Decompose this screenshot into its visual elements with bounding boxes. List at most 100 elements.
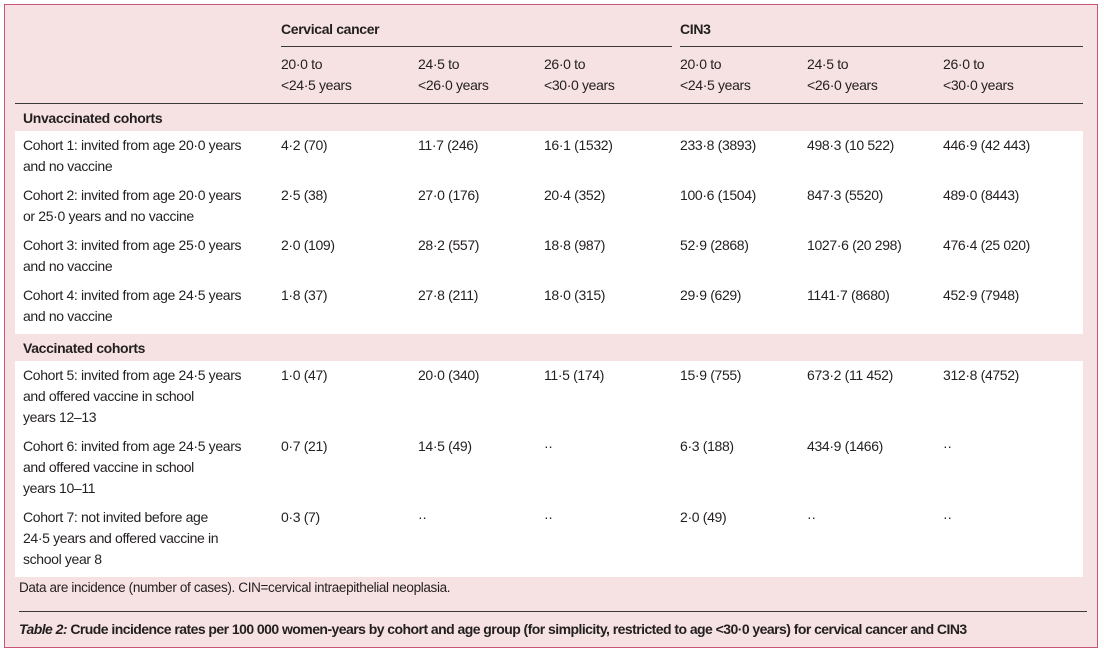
label-line: school year 8 bbox=[23, 551, 102, 567]
header-line: 24·5 to bbox=[418, 56, 460, 72]
table-cell: 20·4 (352) bbox=[544, 181, 673, 231]
table-cell: 28·2 (557) bbox=[418, 231, 544, 281]
age-column-header: 20·0 to <24·5 years bbox=[281, 46, 418, 104]
caption-label: Table 2: bbox=[19, 621, 68, 637]
label-line: and no vaccine bbox=[23, 158, 113, 174]
age-column-header: 26·0 to <30·0 years bbox=[943, 46, 1084, 104]
table-cell: 498·3 (10 522) bbox=[807, 131, 944, 181]
cohort-label: Cohort 3: invited from age 25·0 years and… bbox=[15, 231, 281, 281]
table-cell: 673·2 (11 452) bbox=[807, 361, 944, 432]
table-cell: 446·9 (42 443) bbox=[943, 131, 1084, 181]
table-cell: 18·8 (987) bbox=[544, 231, 673, 281]
table-cell: ·· bbox=[943, 432, 1084, 503]
header-line: 26·0 to bbox=[544, 56, 586, 72]
table-cell: 15·9 (755) bbox=[680, 361, 808, 432]
label-line: Cohort 1: invited from age 20·0 years bbox=[23, 137, 242, 153]
cohort-label: Cohort 2: invited from age 20·0 years or … bbox=[15, 181, 281, 231]
label-line: years 10–11 bbox=[23, 480, 96, 496]
header-line: 24·5 to bbox=[807, 56, 849, 72]
table-cell: 452·9 (7948) bbox=[943, 281, 1084, 334]
table-cell: 476·4 (25 020) bbox=[943, 231, 1084, 281]
table-cell: 14·5 (49) bbox=[418, 432, 544, 503]
caption-text: Crude incidence rates per 100 000 women-… bbox=[66, 621, 967, 637]
table-cell: 4·2 (70) bbox=[281, 131, 418, 181]
label-line: Cohort 2: invited from age 20·0 years bbox=[23, 187, 242, 203]
table-cell: 6·3 (188) bbox=[680, 432, 808, 503]
label-line: and no vaccine bbox=[23, 308, 113, 324]
header-line: 26·0 to bbox=[943, 56, 985, 72]
table-row: Cohort 5: invited from age 24·5 years and… bbox=[15, 361, 1084, 432]
cohort-label: Cohort 6: invited from age 24·5 years and… bbox=[15, 432, 281, 503]
table-row: Cohort 3: invited from age 25·0 years and… bbox=[15, 231, 1084, 281]
header-line: <26·0 years bbox=[807, 77, 878, 93]
label-line: and offered vaccine in school bbox=[23, 388, 194, 404]
label-line: and no vaccine bbox=[23, 258, 113, 274]
table-cell: 434·9 (1466) bbox=[807, 432, 944, 503]
header-line: <30·0 years bbox=[943, 77, 1014, 93]
table-cell: 489·0 (8443) bbox=[943, 181, 1084, 231]
table-cell: 100·6 (1504) bbox=[680, 181, 808, 231]
table-row: Cohort 6: invited from age 24·5 years and… bbox=[15, 432, 1084, 503]
table-cell: 0·3 (7) bbox=[281, 503, 418, 577]
table-cell: 1·8 (37) bbox=[281, 281, 418, 334]
age-column-header: 26·0 to <30·0 years bbox=[544, 46, 673, 104]
table-cell: 27·0 (176) bbox=[418, 181, 544, 231]
empty-header bbox=[15, 10, 281, 47]
table-cell: ·· bbox=[418, 503, 544, 577]
header-line: <26·0 years bbox=[418, 77, 489, 93]
table-cell: 1027·6 (20 298) bbox=[807, 231, 944, 281]
label-line: Cohort 3: invited from age 25·0 years bbox=[23, 237, 242, 253]
section-header-row: Unvaccinated cohorts bbox=[15, 104, 1083, 132]
table-cell: 847·3 (5520) bbox=[807, 181, 944, 231]
cohort-label: Cohort 1: invited from age 20·0 years and… bbox=[15, 131, 281, 181]
table-cell: 52·9 (2868) bbox=[680, 231, 808, 281]
caption-divider bbox=[19, 611, 1087, 612]
label-line: years 12–13 bbox=[23, 409, 97, 425]
header-line: <24·5 years bbox=[281, 77, 352, 93]
label-line: Cohort 7: not invited before age bbox=[23, 509, 208, 525]
empty-subheader bbox=[15, 46, 281, 104]
table-cell: 18·0 (315) bbox=[544, 281, 673, 334]
table-row: Cohort 4: invited from age 24·5 years and… bbox=[15, 281, 1084, 334]
table-cell: 1141·7 (8680) bbox=[807, 281, 944, 334]
label-line: Cohort 6: invited from age 24·5 years bbox=[23, 438, 242, 454]
table-caption: Table 2: Crude incidence rates per 100 0… bbox=[19, 621, 967, 637]
table-cell: 27·8 (211) bbox=[418, 281, 544, 334]
table-cell: ·· bbox=[544, 503, 673, 577]
incidence-table: Cervical cancer CIN3 20·0 to <24·5 years 2… bbox=[15, 10, 1084, 577]
table-cell: 233·8 (3893) bbox=[680, 131, 808, 181]
table-cell: ·· bbox=[544, 432, 673, 503]
cohort-label: Cohort 4: invited from age 24·5 years and… bbox=[15, 281, 281, 334]
table-cell: ·· bbox=[807, 503, 944, 577]
table-cell: ·· bbox=[943, 503, 1084, 577]
group-header-cin3: CIN3 bbox=[680, 10, 1084, 47]
table-cell: 20·0 (340) bbox=[418, 361, 544, 432]
label-line: Cohort 5: invited from age 24·5 years bbox=[23, 367, 242, 383]
group-header-cervical-cancer: Cervical cancer bbox=[281, 10, 673, 47]
table-cell: 2·0 (49) bbox=[680, 503, 808, 577]
table-cell: 29·9 (629) bbox=[680, 281, 808, 334]
section-title: Unvaccinated cohorts bbox=[23, 109, 163, 126]
table-cell: 2·5 (38) bbox=[281, 181, 418, 231]
cohort-label: Cohort 5: invited from age 24·5 years and… bbox=[15, 361, 281, 432]
age-column-header: 24·5 to <26·0 years bbox=[807, 46, 944, 104]
section-title: Vaccinated cohorts bbox=[23, 339, 146, 356]
header-line: <30·0 years bbox=[544, 77, 615, 93]
label-line: 24·5 years and offered vaccine in bbox=[23, 530, 219, 546]
table-cell: 16·1 (1532) bbox=[544, 131, 673, 181]
header-line: <24·5 years bbox=[680, 77, 751, 93]
table-cell: 2·0 (109) bbox=[281, 231, 418, 281]
label-line: Cohort 4: invited from age 24·5 years bbox=[23, 287, 242, 303]
header-line: 20·0 to bbox=[281, 56, 323, 72]
cohort-label: Cohort 7: not invited before age 24·5 yea… bbox=[15, 503, 281, 577]
table-cell: 312·8 (4752) bbox=[943, 361, 1084, 432]
label-line: or 25·0 years and no vaccine bbox=[23, 208, 194, 224]
table-row: Cohort 2: invited from age 20·0 years or … bbox=[15, 181, 1084, 231]
section-header-row: Vaccinated cohorts bbox=[15, 334, 1083, 361]
age-column-header: 24·5 to <26·0 years bbox=[418, 46, 544, 104]
table-cell: 11·7 (246) bbox=[418, 131, 544, 181]
table-cell: 1·0 (47) bbox=[281, 361, 418, 432]
table-row: Cohort 7: not invited before age 24·5 yea… bbox=[15, 503, 1084, 577]
label-line: and offered vaccine in school bbox=[23, 459, 194, 475]
table-cell: 0·7 (21) bbox=[281, 432, 418, 503]
